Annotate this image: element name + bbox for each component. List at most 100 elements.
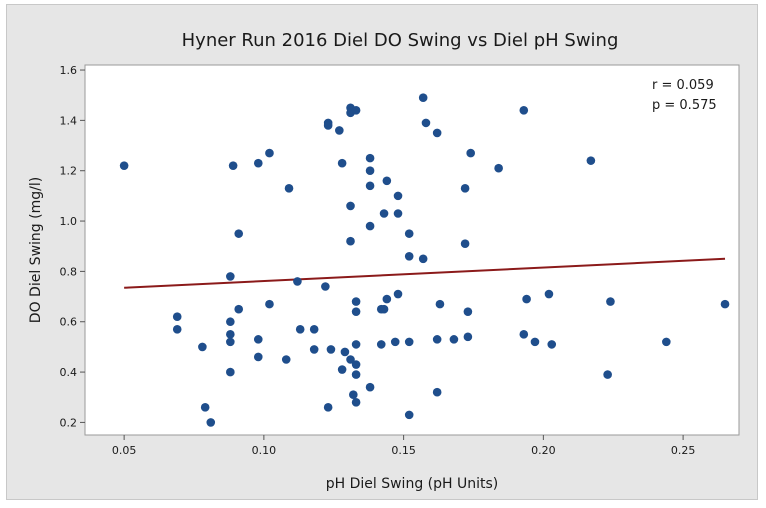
- data-point: [662, 337, 671, 347]
- x-axis: 0.05 0.10 0.15 0.20 0.25: [112, 435, 695, 457]
- y-tick-label: 0.6: [60, 316, 78, 329]
- data-point: [228, 161, 238, 170]
- r-value-annotation: r = 0.059: [652, 78, 714, 93]
- data-point: [382, 176, 392, 186]
- data-point: [206, 418, 216, 427]
- data-point: [309, 345, 319, 354]
- data-point: [265, 299, 274, 309]
- data-point: [226, 330, 235, 339]
- x-tick-label: 0.20: [531, 444, 556, 457]
- data-point: [351, 340, 361, 349]
- y-axis: 0.2 0.4 0.6 0.8 1.0 1.2 1.4 1.6: [60, 64, 85, 429]
- data-point: [226, 337, 235, 347]
- data-point: [603, 370, 612, 379]
- data-point: [234, 229, 244, 238]
- data-point: [337, 158, 347, 168]
- data-point: [393, 289, 403, 299]
- data-point: [519, 330, 529, 339]
- data-point: [351, 370, 361, 379]
- x-axis-label: pH Diel Swing (pH Units): [326, 476, 499, 492]
- data-point: [463, 307, 473, 316]
- data-point: [198, 342, 207, 352]
- data-point: [346, 355, 355, 364]
- data-point: [321, 282, 330, 291]
- data-point: [519, 106, 529, 115]
- data-point: [365, 221, 375, 231]
- data-point: [172, 312, 182, 322]
- x-tick-label: 0.25: [671, 444, 696, 457]
- data-point: [404, 229, 414, 238]
- data-point: [253, 335, 263, 344]
- data-point: [309, 324, 319, 334]
- data-point: [351, 106, 361, 115]
- data-point: [418, 254, 428, 264]
- fit-line-group: [124, 257, 726, 289]
- data-point: [365, 382, 375, 392]
- plot-area: [84, 64, 740, 436]
- data-point: [522, 294, 531, 304]
- chart-title: Hyner Run 2016 Diel DO Swing vs Diel pH …: [182, 30, 619, 51]
- data-point: [226, 317, 235, 327]
- data-point: [432, 335, 442, 344]
- data-point: [390, 337, 400, 347]
- data-point: [351, 307, 361, 316]
- data-point: [379, 304, 389, 314]
- data-point: [281, 355, 291, 364]
- p-value-annotation: p = 0.575: [652, 98, 717, 113]
- data-point: [466, 148, 475, 158]
- data-point: [351, 360, 361, 369]
- y-tick-label: 0.2: [60, 416, 78, 429]
- y-tick-label: 1.6: [60, 64, 78, 77]
- x-tick-label: 0.05: [112, 444, 137, 457]
- data-point: [365, 166, 375, 176]
- data-point: [421, 118, 431, 128]
- data-point: [335, 126, 344, 135]
- data-point: [393, 209, 403, 218]
- data-point: [172, 324, 182, 334]
- y-tick-label: 0.4: [60, 366, 78, 379]
- data-point: [530, 337, 540, 347]
- data-point: [547, 340, 557, 349]
- x-tick-label: 0.10: [252, 444, 277, 457]
- data-point: [351, 397, 361, 407]
- data-point: [463, 332, 473, 342]
- data-point: [382, 294, 392, 304]
- data-point: [326, 345, 336, 354]
- data-point: [323, 121, 333, 130]
- y-tick-label: 1.0: [60, 215, 78, 228]
- data-point: [449, 335, 459, 344]
- data-point: [435, 299, 445, 309]
- data-point: [295, 324, 305, 334]
- data-point: [376, 340, 386, 349]
- data-point: [586, 156, 596, 165]
- data-point: [494, 163, 503, 173]
- y-axis-label: DO Diel Swing (mg/l): [28, 177, 44, 323]
- data-point: [265, 148, 274, 158]
- data-point: [606, 297, 615, 306]
- data-point: [460, 184, 470, 193]
- data-point: [200, 403, 210, 412]
- data-point: [349, 390, 358, 400]
- data-points: [119, 93, 730, 427]
- y-tick-label: 1.2: [60, 165, 78, 178]
- data-point: [226, 272, 235, 281]
- data-point: [340, 347, 350, 357]
- y-tick-label: 0.8: [60, 265, 78, 278]
- fit-line: [124, 257, 726, 289]
- data-point: [393, 191, 403, 201]
- data-point: [720, 299, 730, 309]
- data-point: [293, 277, 302, 286]
- data-point: [119, 161, 129, 170]
- data-point: [404, 251, 414, 261]
- data-point: [323, 403, 333, 412]
- data-point: [234, 304, 244, 314]
- data-point: [346, 201, 355, 211]
- y-tick-label: 1.4: [60, 114, 78, 127]
- data-point: [346, 236, 355, 246]
- data-point: [432, 387, 442, 397]
- data-point: [284, 184, 294, 193]
- data-point: [379, 209, 389, 218]
- data-point: [544, 289, 554, 299]
- data-point: [418, 93, 428, 103]
